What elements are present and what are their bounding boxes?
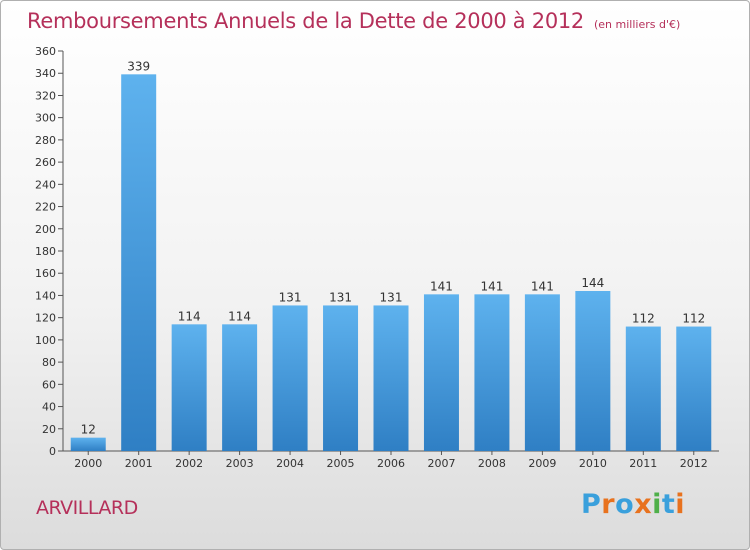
bar-2003	[222, 324, 258, 451]
y-tick-label: 140	[35, 289, 56, 302]
city-name: ARVILLARD	[36, 497, 138, 519]
bar-2002	[171, 324, 207, 451]
value-label-2005: 131	[329, 290, 352, 304]
x-tick-label-2005: 2005	[327, 457, 355, 470]
x-tick-label-2006: 2006	[377, 457, 405, 470]
chart-title: Remboursements Annuels de la Dette de 20…	[27, 9, 680, 33]
value-label-2007: 141	[430, 279, 453, 293]
y-tick-label: 260	[35, 156, 56, 169]
bar-2007	[423, 294, 459, 451]
value-label-2010: 144	[581, 276, 604, 290]
x-tick-label-2008: 2008	[478, 457, 506, 470]
y-tick-label: 220	[35, 201, 56, 214]
y-tick-label: 360	[35, 45, 56, 58]
bar-2009	[524, 294, 560, 451]
x-tick-label-2001: 2001	[125, 457, 153, 470]
y-tick-label: 340	[35, 67, 56, 80]
bar-2006	[373, 305, 409, 451]
bar-2008	[474, 294, 510, 451]
bar-2010	[575, 291, 611, 451]
value-label-2001: 339	[127, 59, 150, 73]
y-tick-label: 80	[42, 356, 56, 369]
x-tick-label-2010: 2010	[579, 457, 607, 470]
logo-letter: t	[661, 489, 676, 520]
proxiti-logo: Proxiti	[581, 489, 685, 520]
value-label-2006: 131	[380, 290, 403, 304]
value-label-2008: 141	[480, 279, 503, 293]
x-tick-label-2012: 2012	[680, 457, 708, 470]
x-tick-label-2002: 2002	[175, 457, 203, 470]
y-tick-label: 320	[35, 89, 56, 102]
y-tick-label: 20	[42, 423, 56, 436]
y-tick-label: 300	[35, 112, 56, 125]
y-tick-label: 200	[35, 223, 56, 236]
x-tick-label-2003: 2003	[226, 457, 254, 470]
y-tick-label: 240	[35, 178, 56, 191]
bar-2000	[70, 437, 106, 451]
value-label-2002: 114	[178, 309, 201, 323]
value-label-2000: 12	[81, 423, 96, 437]
x-tick-label-2011: 2011	[629, 457, 657, 470]
y-tick-label: 280	[35, 134, 56, 147]
x-tick-label-2007: 2007	[427, 457, 455, 470]
y-tick-label: 0	[49, 445, 56, 458]
logo-letter: i	[675, 489, 686, 520]
logo-letter: o	[615, 489, 635, 520]
bar-2005	[323, 305, 359, 451]
logo-letter: x	[634, 489, 653, 520]
logo-letter: i	[652, 489, 662, 520]
logo-letter: P	[581, 489, 602, 520]
y-tick-label: 40	[42, 401, 56, 414]
bar-2012	[676, 326, 712, 451]
bar-2011	[625, 326, 661, 451]
value-label-2003: 114	[228, 309, 251, 323]
y-tick-label: 100	[35, 334, 56, 347]
y-tick-label: 120	[35, 312, 56, 325]
y-tick-label: 60	[42, 378, 56, 391]
value-label-2012: 112	[682, 312, 705, 326]
logo-letter: r	[601, 489, 616, 520]
value-label-2004: 131	[279, 290, 302, 304]
x-tick-label-2004: 2004	[276, 457, 304, 470]
chart-title-text: Remboursements Annuels de la Dette de 20…	[27, 9, 584, 33]
value-label-2009: 141	[531, 279, 554, 293]
y-tick-label: 180	[35, 245, 56, 258]
bar-2001	[121, 74, 157, 451]
x-tick-label-2000: 2000	[74, 457, 102, 470]
chart-title-unit: (en milliers d'€)	[594, 18, 681, 31]
y-tick-label: 160	[35, 267, 56, 280]
bar-2004	[272, 305, 308, 451]
value-label-2011: 112	[632, 312, 655, 326]
x-tick-label-2009: 2009	[528, 457, 556, 470]
